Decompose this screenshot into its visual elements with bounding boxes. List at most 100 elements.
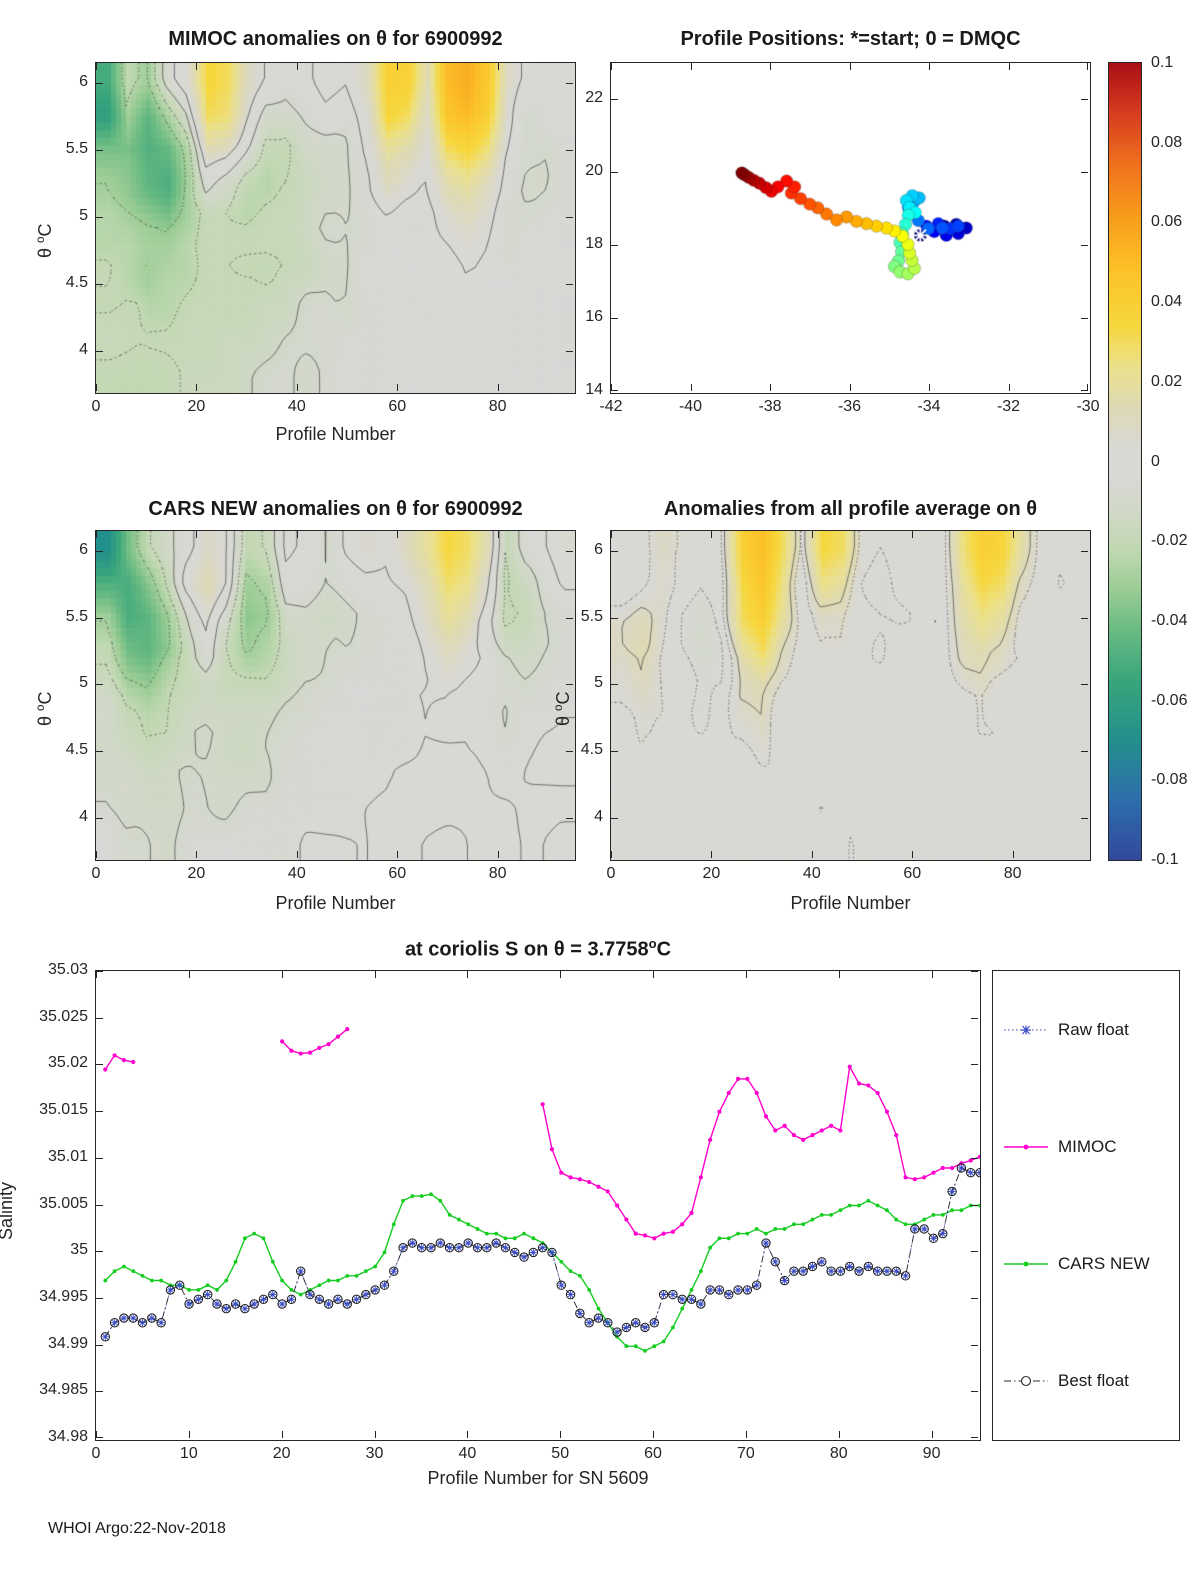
mimoc-point [614, 1203, 620, 1208]
best-float-circle [314, 1294, 325, 1304]
tick-mark [770, 384, 771, 391]
tick-mark [1081, 390, 1088, 391]
tick-mark [1008, 384, 1010, 391]
profile-positions-panel: -42 -40 -38 -36 -34 -32 -30 14 16 18 20 22 [585, 62, 1100, 415]
best-float-circle [221, 1303, 231, 1314]
trajectory-canvas [611, 63, 1090, 393]
cars-new-point [671, 1325, 675, 1330]
x-tick-label: 90 [922, 1445, 941, 1462]
x-tick-label: -30 [1076, 398, 1100, 415]
best-float-circle [947, 1186, 957, 1197]
best-float-circle [965, 1167, 976, 1178]
cars-new-point [242, 1236, 247, 1241]
best-float-circle [714, 1285, 725, 1295]
best-float-circle [863, 1261, 874, 1272]
tick-mark [1081, 99, 1088, 101]
best-float-circle [928, 1233, 939, 1244]
tick-mark [929, 384, 930, 391]
best-float-circle [230, 1299, 241, 1309]
cars-new-point [819, 1212, 824, 1217]
tick-mark [611, 172, 618, 174]
cars-new-point [587, 1288, 592, 1292]
tick-mark [745, 1431, 747, 1438]
colorbar-tick-label: 0.1 [1151, 54, 1174, 71]
tick-mark [838, 1431, 840, 1438]
cars-new-point [754, 1227, 759, 1231]
cars-new-point [512, 1236, 517, 1241]
cars-new-point [122, 1264, 126, 1269]
tick-mark [1081, 245, 1088, 247]
best-float-circle [398, 1243, 408, 1253]
x-tick-label: 10 [179, 1445, 198, 1462]
tick-mark [96, 971, 97, 978]
best-float-circle [724, 1289, 734, 1300]
cars-new-point [447, 1212, 452, 1217]
tick-mark [711, 531, 713, 538]
mimoc-point [131, 1059, 136, 1065]
tick-mark [611, 851, 612, 858]
legend-entry-cars-new: CARS NEW [1003, 1254, 1175, 1274]
cars-new-point [801, 1222, 806, 1227]
tick-mark [566, 551, 573, 553]
cars-new-point [661, 1339, 666, 1344]
best-float-circle [249, 1299, 259, 1309]
best-float-circle [342, 1299, 352, 1309]
cars-new-point [959, 1208, 964, 1213]
cars-new-point [689, 1288, 694, 1292]
best-float-circle [612, 1327, 622, 1337]
mimoc-point [661, 1231, 666, 1236]
mimoc-point [335, 1034, 341, 1039]
tick-mark [971, 1064, 978, 1066]
cars-heatmap-panel: 0 20 40 60 80 4 4.5 5 5.5 6 [66, 530, 576, 882]
cars-new-point [866, 1198, 871, 1203]
x-tick-label: 40 [458, 1445, 477, 1462]
mimoc-point [624, 1217, 629, 1222]
cars-new-point [149, 1278, 154, 1283]
mimoc-point [689, 1210, 694, 1216]
best-float-circle [128, 1313, 138, 1323]
x-tick-label: -34 [917, 398, 941, 415]
tick-mark [96, 551, 103, 553]
cars-new-point [196, 1288, 201, 1292]
best-float-circle [435, 1238, 445, 1248]
tick-mark [96, 350, 103, 352]
tick-mark [611, 318, 618, 320]
y-tick-label: 5.5 [65, 140, 88, 158]
best-float-circle [426, 1243, 436, 1253]
tick-mark [971, 1344, 978, 1346]
tick-mark [611, 684, 618, 686]
legend-entry-mimoc: MIMOC [1003, 1137, 1175, 1157]
best-float-circle [510, 1247, 520, 1258]
tick-mark [566, 83, 573, 85]
best-float-circle [147, 1313, 157, 1323]
cars-new-point [838, 1208, 843, 1213]
cars-new-point [764, 1231, 768, 1236]
best-float-circle [109, 1318, 120, 1328]
best-float-circle [882, 1266, 892, 1276]
y-tick-label: 35.025 [39, 1007, 88, 1025]
tick-mark [931, 971, 933, 978]
tick-mark [611, 751, 618, 753]
tick-mark [374, 1431, 376, 1438]
tick-mark [971, 1391, 978, 1393]
mimoc-point [307, 1050, 313, 1055]
y-tick-label: 35.015 [39, 1101, 88, 1119]
best-float-circle [184, 1299, 194, 1309]
tick-mark [611, 817, 618, 819]
mimoc-heatmap-canvas [96, 63, 575, 393]
tick-mark [96, 1064, 103, 1066]
legend: Raw float MIMOC CARS NEW Best float [992, 970, 1180, 1441]
mimoc-point [549, 1147, 555, 1152]
best-float-circle [379, 1280, 390, 1290]
mimoc-line [542, 1064, 980, 1240]
best-float-circle [751, 1280, 762, 1290]
best-float-circle [240, 1303, 250, 1314]
legend-label-mimoc: MIMOC [1058, 1136, 1117, 1156]
tick-mark [971, 1017, 978, 1019]
cars-new-point [503, 1236, 508, 1241]
tick-mark [971, 971, 978, 972]
best-float-circle [389, 1266, 399, 1276]
y-tick-label: 5 [79, 206, 88, 224]
tick-mark [611, 617, 618, 619]
best-float-circle [686, 1294, 697, 1304]
